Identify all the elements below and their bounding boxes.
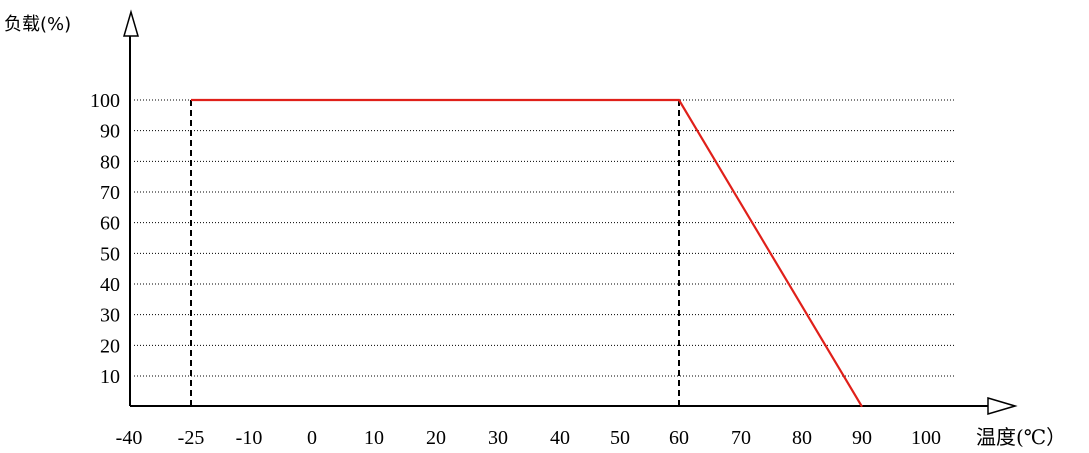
reference-lines xyxy=(190,100,680,406)
y-tick-label: 70 xyxy=(100,182,120,204)
grid-lines xyxy=(134,99,955,377)
x-tick-label: 30 xyxy=(488,427,508,449)
y-tick-label: 90 xyxy=(100,121,120,143)
x-tick-label: 40 xyxy=(550,427,570,449)
x-tick-label: 20 xyxy=(426,427,446,449)
tick-labels: 100 90 80 70 60 50 40 30 20 10 -40 -25 -10 0 10 20 30 40 5… xyxy=(90,90,941,449)
x-tick-label: 50 xyxy=(610,427,630,449)
x-tick-label: 80 xyxy=(792,427,812,449)
x-tick-label: -40 xyxy=(116,427,143,449)
y-tick-label: 10 xyxy=(100,366,120,388)
y-tick-label: 100 xyxy=(90,90,120,112)
y-tick-label: 30 xyxy=(100,305,120,327)
x-tick-label: 90 xyxy=(852,427,872,449)
y-axis-arrow xyxy=(123,9,139,37)
y-tick-label: 20 xyxy=(100,335,120,357)
x-tick-label: 10 xyxy=(364,427,384,449)
y-axis-label: 负载(%) xyxy=(4,14,71,35)
x-tick-label: 60 xyxy=(669,427,689,449)
x-tick-label: -10 xyxy=(236,427,263,449)
x-tick-label: 100 xyxy=(911,427,941,449)
series-line-0 xyxy=(191,98,863,408)
series-group xyxy=(191,98,863,408)
x-tick-label: -25 xyxy=(178,427,205,449)
y-tick-label: 80 xyxy=(100,151,120,173)
x-tick-label: 70 xyxy=(731,427,751,449)
x-axis-arrow xyxy=(987,396,1018,416)
y-tick-label: 40 xyxy=(100,274,120,296)
x-axis-label: 温度(℃） xyxy=(976,425,1066,449)
y-tick-label: 50 xyxy=(100,243,120,265)
x-tick-label: 0 xyxy=(307,427,317,449)
y-tick-label: 60 xyxy=(100,213,120,235)
axes xyxy=(123,9,1018,416)
